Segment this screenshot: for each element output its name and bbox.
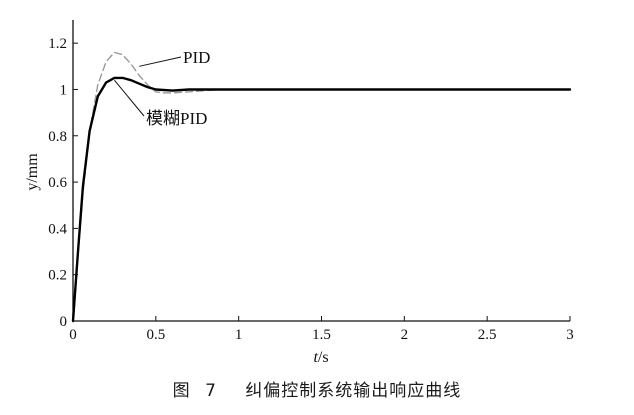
x-axis-label-var: t — [313, 349, 318, 366]
x-tick-label: 2 — [401, 327, 409, 343]
annotation-pid: PID — [139, 48, 210, 67]
y-tick-label: 0.2 — [48, 268, 67, 284]
series-line-pid — [72, 51, 571, 322]
x-tick-label: 3 — [566, 327, 574, 343]
x-ticks: 0 0.5 1 1.5 2 2.5 3 — [69, 316, 574, 343]
y-tick-label: 1 — [60, 82, 68, 98]
y-tick-label: 1.2 — [48, 36, 67, 52]
figure-caption: 图 7 纠偏控制系统输出响应曲线 — [0, 376, 634, 401]
annotation-fuzzy-pid-leader — [114, 79, 145, 117]
caption-figure-number: 7 — [205, 381, 217, 401]
x-tick-label: 1 — [235, 327, 243, 343]
x-tick-label: 0.5 — [146, 327, 165, 343]
annotation-pid-leader — [139, 56, 182, 67]
annotation-fuzzy-pid-label: 模糊PID — [146, 109, 207, 128]
series-layer — [71, 51, 572, 323]
y-ticks: 0 0.2 0.4 0.6 0.8 1 1.2 — [48, 36, 78, 330]
caption-title: 纠偏控制系统输出响应曲线 — [245, 381, 462, 401]
x-tick-label: 0 — [69, 327, 77, 343]
y-tick-label: 0 — [60, 314, 68, 330]
x-tick-label: 1.5 — [312, 327, 331, 343]
x-axis-label: t/s — [313, 349, 328, 366]
y-axis-label: y/mm — [24, 153, 41, 191]
y-tick-label: 0.6 — [48, 175, 67, 191]
y-tick-label: 0.4 — [48, 221, 67, 237]
annotation-fuzzy-pid: 模糊PID — [114, 79, 207, 128]
caption-figure-label: 图 — [172, 381, 191, 401]
x-tick-label: 2.5 — [478, 327, 497, 343]
axes-frame — [72, 20, 570, 322]
annotation-pid-label: PID — [183, 48, 210, 67]
series-line-fuzzy-pid — [71, 76, 572, 323]
x-axis-label-unit: /s — [318, 349, 329, 366]
y-tick-label: 0.8 — [48, 129, 67, 145]
